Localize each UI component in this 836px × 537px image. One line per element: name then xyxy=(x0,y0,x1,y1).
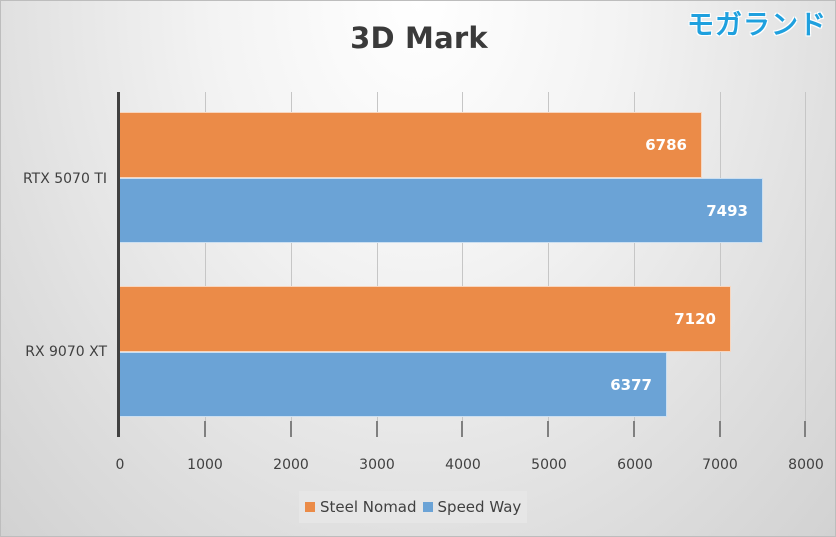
bar-rx9070xt-steel-nomad[interactable]: 7120 xyxy=(119,286,731,352)
y-axis-line xyxy=(117,92,120,437)
tick-mark xyxy=(719,421,721,437)
data-label: 7493 xyxy=(706,201,748,220)
legend: Steel Nomad Speed Way xyxy=(299,491,528,523)
x-tick-label: 3000 xyxy=(359,457,395,473)
x-tick-label: 1000 xyxy=(187,457,223,473)
tick-mark xyxy=(290,421,292,437)
x-tick-label: 8000 xyxy=(788,457,824,473)
bar-rx9070xt-speed-way[interactable]: 6377 xyxy=(119,352,667,417)
gridline-3000 xyxy=(377,92,378,437)
tick-mark xyxy=(633,421,635,437)
tick-mark xyxy=(804,421,806,437)
gridline-7000 xyxy=(720,92,721,437)
gridline-8000 xyxy=(805,92,806,437)
plot-area: 6786 7493 7120 6377 xyxy=(117,92,806,437)
x-tick-label: 5000 xyxy=(531,457,567,473)
tick-mark xyxy=(204,421,206,437)
gridline-1000 xyxy=(205,92,206,437)
x-tick-label: 7000 xyxy=(702,457,738,473)
legend-item-steel-nomad[interactable]: Steel Nomad xyxy=(305,498,417,516)
watermark-logo: モガランド xyxy=(687,10,827,41)
legend-swatch-orange xyxy=(305,502,315,512)
gridline-5000 xyxy=(548,92,549,437)
legend-label: Speed Way xyxy=(437,498,522,516)
gridline-6000 xyxy=(634,92,635,437)
x-tick-label: 2000 xyxy=(273,457,309,473)
category-label-rx9070xt: RX 9070 XT xyxy=(25,344,107,360)
tick-mark xyxy=(461,421,463,437)
data-label: 6786 xyxy=(645,136,687,154)
x-tick-label: 6000 xyxy=(617,457,653,473)
bar-rtx5070ti-speed-way[interactable]: 7493 xyxy=(119,178,763,243)
x-tick-label: 0 xyxy=(115,457,125,473)
legend-label: Steel Nomad xyxy=(320,498,417,516)
bar-rtx5070ti-steel-nomad[interactable]: 6786 xyxy=(119,112,702,178)
chart-title: 3D Mark xyxy=(350,21,488,55)
tick-mark xyxy=(547,421,549,437)
tick-mark xyxy=(376,421,378,437)
category-label-rtx5070ti: RTX 5070 TI xyxy=(22,171,107,187)
gridline-2000 xyxy=(291,92,292,437)
x-tick-label: 4000 xyxy=(445,457,481,473)
gridline-4000 xyxy=(462,92,463,437)
data-label: 6377 xyxy=(610,375,652,394)
legend-swatch-blue xyxy=(422,502,433,512)
legend-item-speed-way[interactable]: Speed Way xyxy=(422,498,522,516)
data-label: 7120 xyxy=(674,310,716,328)
